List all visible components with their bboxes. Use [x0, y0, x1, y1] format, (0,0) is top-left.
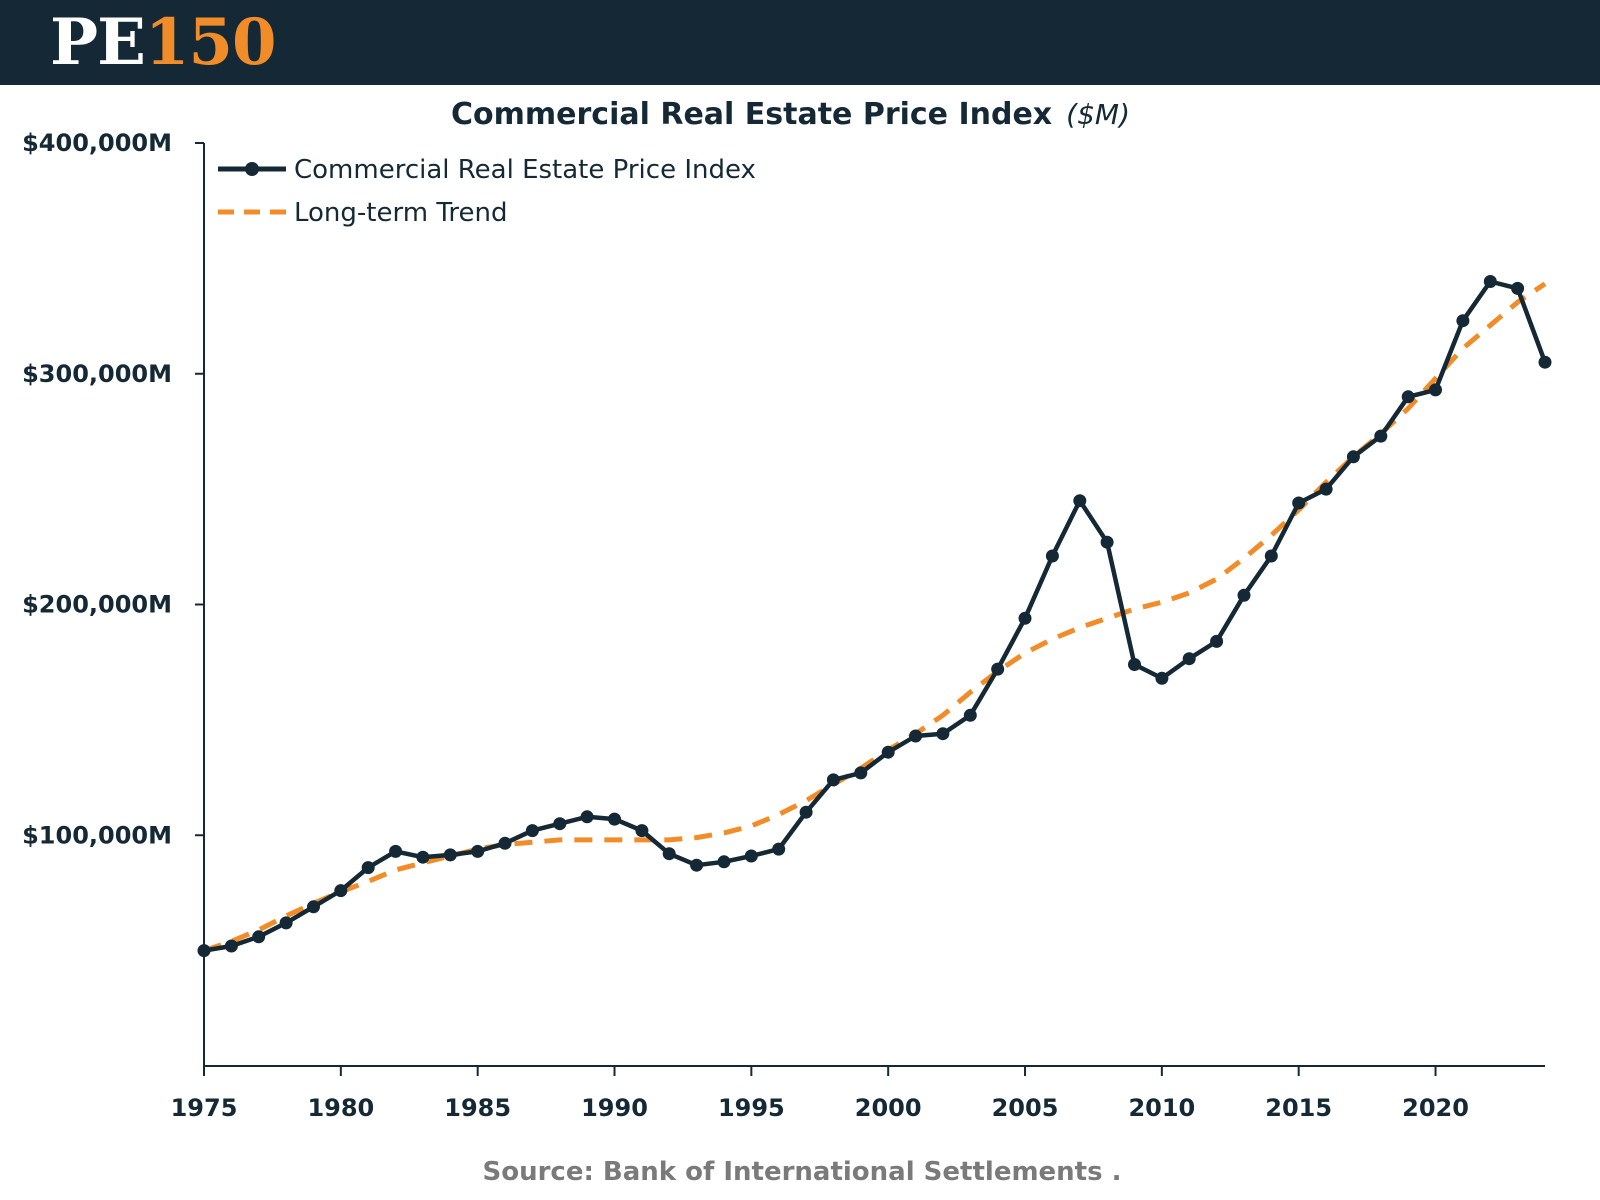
legend-label-index: Commercial Real Estate Price Index [294, 155, 756, 185]
logo-pe-text: PE [50, 5, 146, 80]
x-tick-label: 2020 [1402, 1094, 1469, 1122]
price-index-chart: Commercial Real Estate Price Index ($M) $… [22, 97, 1552, 1187]
series-point-index [690, 858, 704, 872]
series-point-index [1073, 494, 1087, 508]
series-point-index [717, 855, 731, 869]
x-tick-label: 1995 [718, 1094, 785, 1122]
series-point-index [334, 884, 348, 898]
chart-title-unit: ($M) [1066, 98, 1130, 131]
y-tick-label: $200,000M [22, 591, 172, 619]
series-point-index [279, 916, 293, 930]
x-tick-label: 2010 [1128, 1094, 1195, 1122]
series-point-index [1456, 314, 1470, 328]
series-point-index [881, 745, 895, 759]
series-point-index [307, 900, 320, 914]
series-point-index [1346, 450, 1360, 464]
series-point-index [1237, 588, 1251, 602]
series-point-index [580, 810, 594, 824]
legend-item-trend: Long-term Trend [218, 198, 507, 228]
series-point-index [1018, 611, 1032, 625]
series-point-index [197, 944, 211, 958]
series-point-index [1155, 671, 1169, 685]
chart-title: Commercial Real Estate Price Index ($M) [451, 97, 1130, 132]
series-point-index [991, 662, 1005, 676]
series-point-index [1429, 383, 1442, 397]
series-line-index [203, 279, 1548, 953]
series-point-index [389, 844, 403, 858]
series-point-index [553, 817, 567, 831]
logo-number-text: 150 [144, 5, 277, 80]
series-point-index [1319, 482, 1333, 496]
series-point-index [772, 842, 786, 856]
series-point-index [416, 850, 430, 864]
legend-label-trend: Long-term Trend [294, 198, 507, 228]
y-tick-label: $400,000M [22, 129, 172, 157]
legend: Commercial Real Estate Price Index Long-… [218, 155, 756, 228]
y-tick-label: $300,000M [22, 360, 172, 388]
series-point-index [1210, 634, 1224, 648]
series-point-index [1045, 549, 1059, 563]
series-point-index [1292, 496, 1306, 510]
series-point-index [1538, 355, 1552, 369]
series-point-index [361, 861, 375, 875]
series-point-index [744, 849, 758, 863]
series-point-index [525, 824, 539, 838]
header-bar: PE150 [0, 0, 1600, 85]
series-point-index [1100, 535, 1114, 549]
x-axis: 1975 1980 1985 1990 1995 2000 2005 2010 2015 2020 [171, 1065, 1545, 1122]
x-tick-label: 1975 [171, 1094, 238, 1122]
chart-title-main: Commercial Real Estate Price Index [451, 97, 1052, 132]
series-point-index [936, 727, 950, 741]
legend-item-index: Commercial Real Estate Price Index [218, 155, 756, 185]
series-point-index [498, 836, 512, 850]
series-point-index [909, 729, 923, 743]
series-point-index [854, 766, 868, 780]
series-point-index [471, 844, 485, 858]
series-line-trend [203, 281, 1547, 953]
series-point-index [662, 847, 676, 861]
series-point-index [799, 805, 813, 819]
x-tick-label: 2015 [1265, 1094, 1332, 1122]
series-point-index [224, 939, 238, 953]
series-point-index [1511, 281, 1525, 295]
series-point-index [1401, 390, 1415, 404]
series-point-index [608, 812, 621, 826]
x-tick-label: 1980 [307, 1094, 374, 1122]
series-point-index [963, 708, 977, 722]
series-point-index [443, 848, 457, 862]
y-tick-labels: $100,000M $200,000M $300,000M $400,000M [22, 129, 204, 849]
series-point-index [1128, 658, 1141, 671]
pe150-logo: PE150 [50, 8, 276, 78]
legend-marker-index [245, 162, 259, 176]
series-point-index [1374, 429, 1388, 443]
y-tick-label: $100,000M [22, 821, 172, 849]
x-tick-label: 1990 [581, 1094, 648, 1122]
x-tick-label: 2005 [992, 1094, 1059, 1122]
series-point-index [1182, 652, 1196, 666]
series-point-index [826, 773, 840, 787]
series-point-index [252, 930, 266, 944]
series-point-index [635, 824, 649, 838]
y-axis: $100,000M $200,000M $300,000M $400,000M [22, 129, 205, 1066]
x-tick-labels: 1975 1980 1985 1990 1995 2000 2005 2010 2015 2020 [171, 1066, 1469, 1122]
x-tick-label: 1985 [444, 1094, 511, 1122]
x-tick-label: 2000 [855, 1094, 922, 1122]
series-point-index [1264, 549, 1278, 563]
source-note: Source: Bank of International Settlement… [482, 1157, 1121, 1187]
series-group [197, 275, 1552, 958]
series-point-index [1483, 275, 1497, 288]
